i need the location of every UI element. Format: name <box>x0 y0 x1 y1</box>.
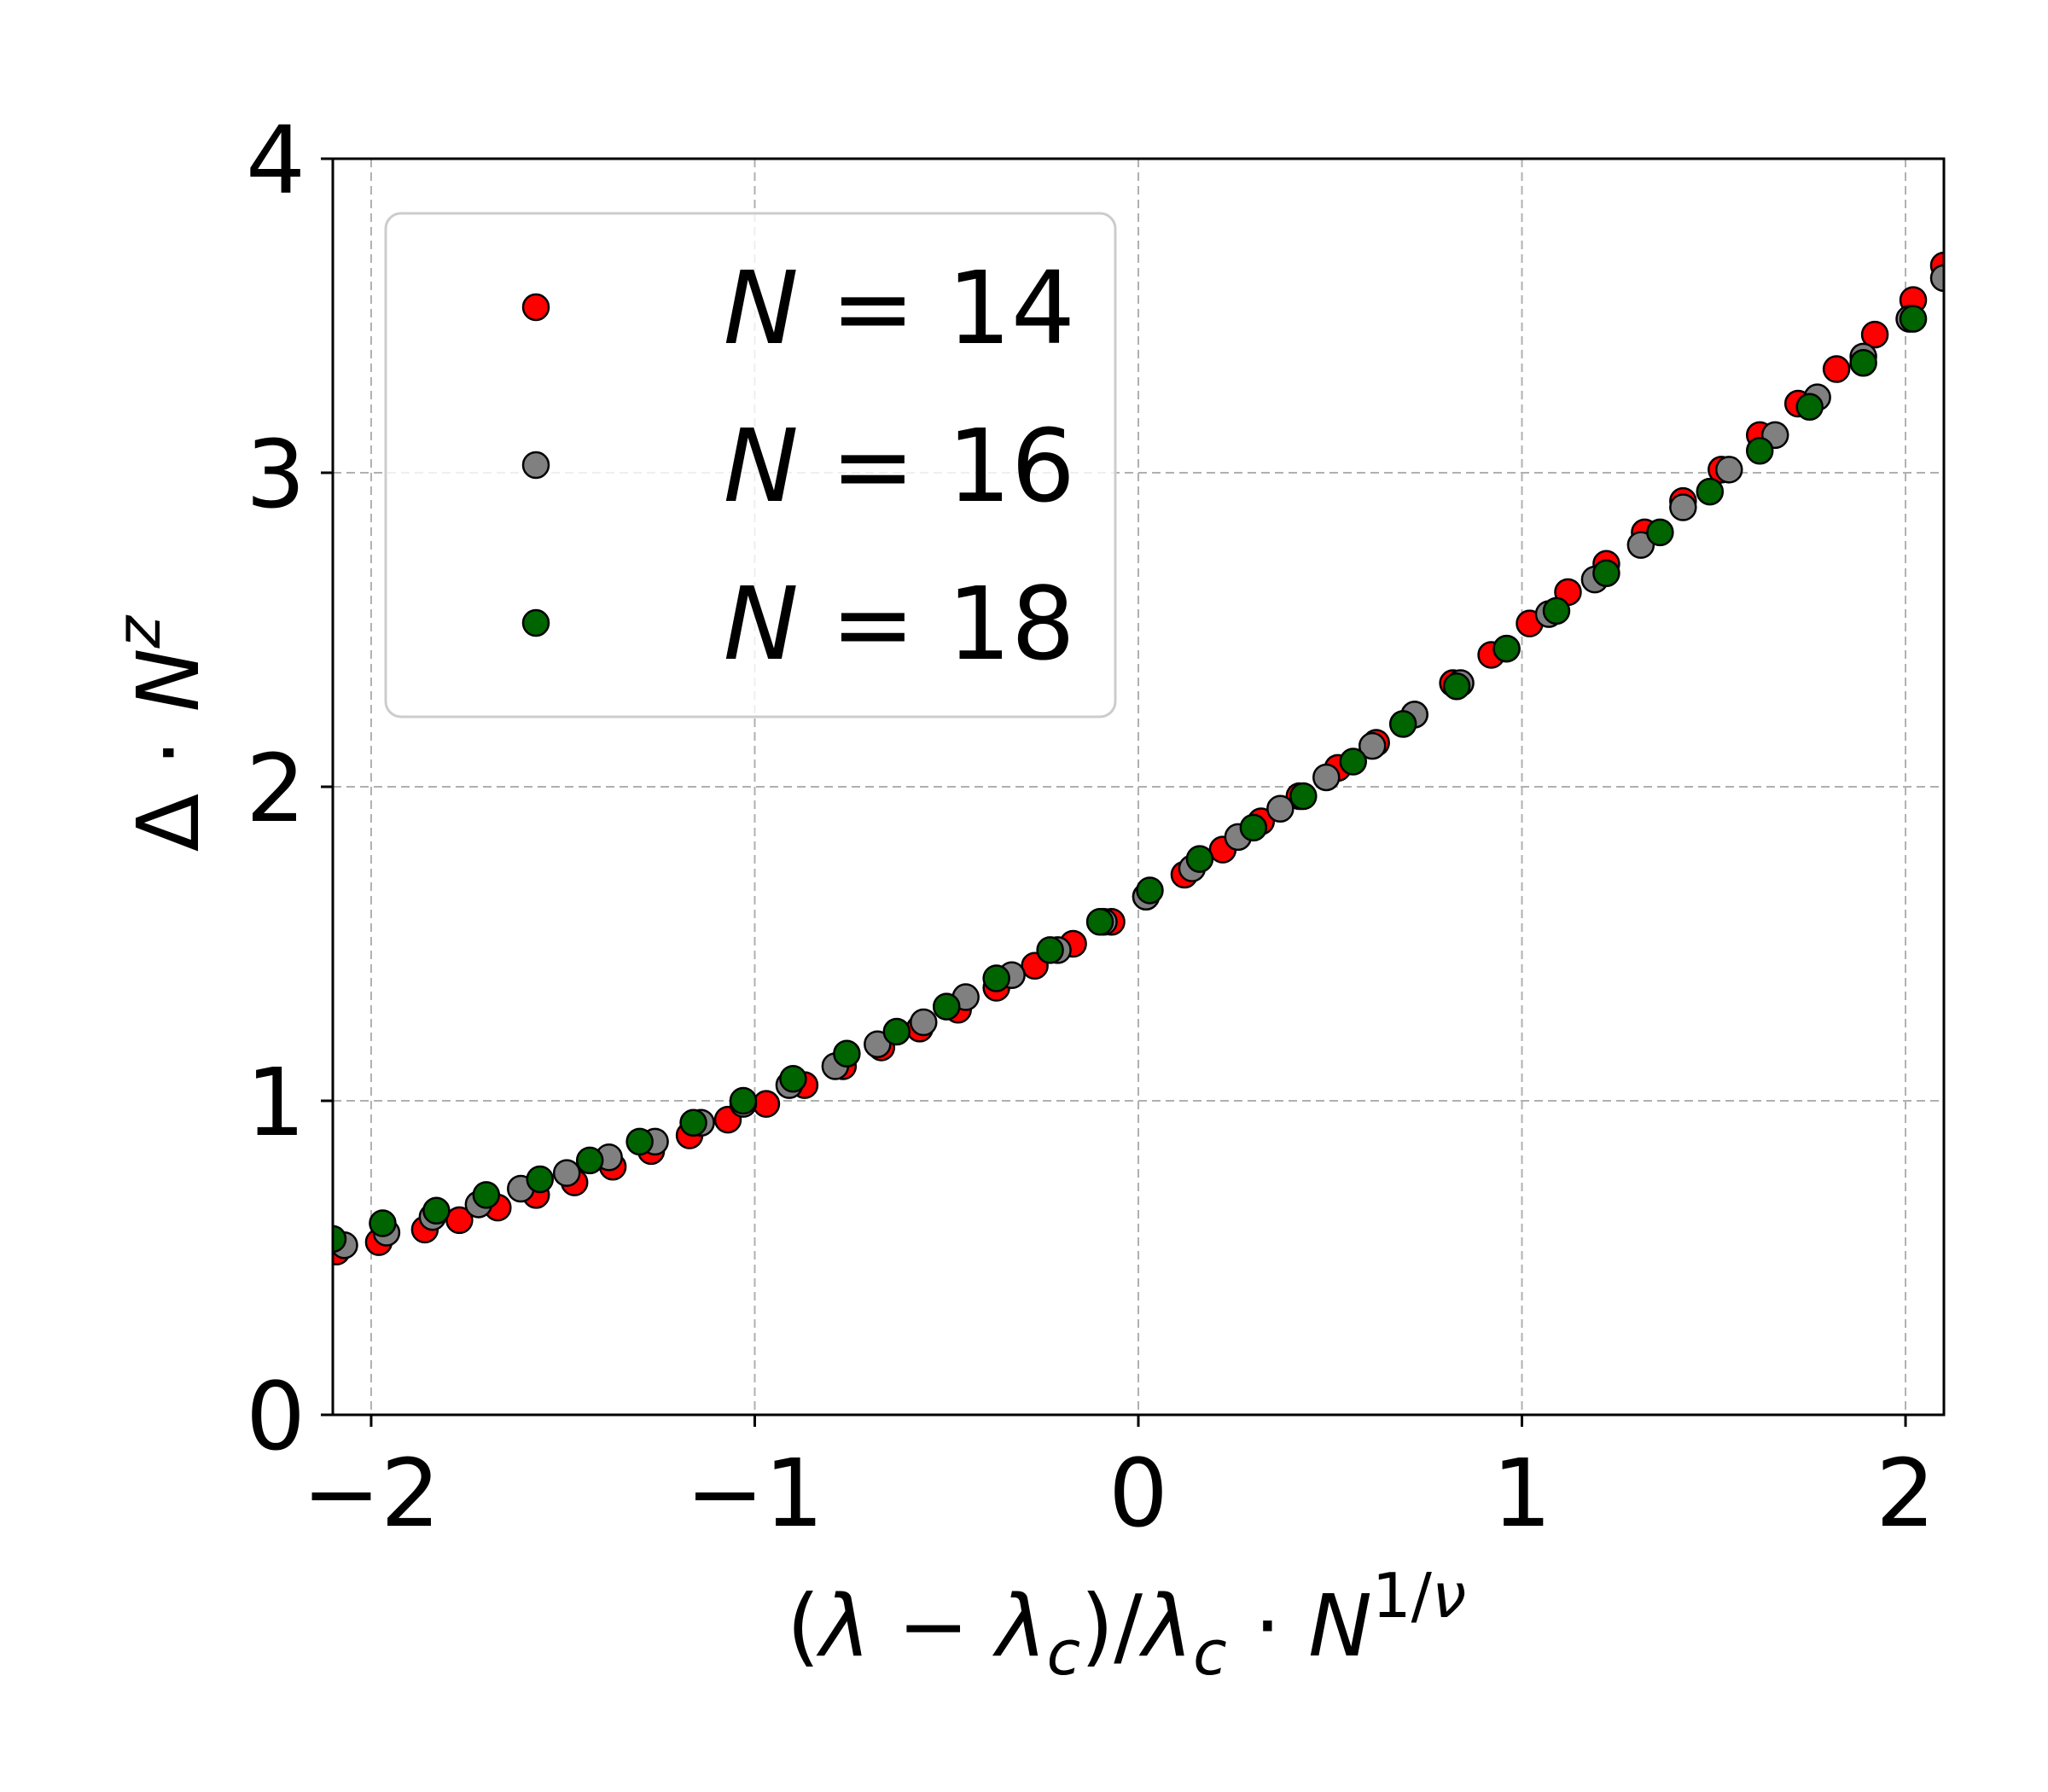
series-18 <box>333 305 1928 1254</box>
data-point <box>552 1159 581 1187</box>
legend-marker <box>521 608 550 637</box>
data-point <box>833 1039 861 1068</box>
data-point <box>445 1206 474 1235</box>
legend-marker <box>521 293 550 322</box>
data-point <box>1085 907 1114 936</box>
data-point <box>982 964 1010 992</box>
data-point <box>1136 876 1164 905</box>
x-tick-label: 2 <box>1876 1439 1935 1548</box>
data-point <box>1860 320 1889 349</box>
data-point <box>932 992 961 1021</box>
data-point <box>882 1017 911 1046</box>
legend-label: N = 16 <box>724 407 1075 525</box>
data-point <box>1239 813 1268 842</box>
legend-marker <box>521 451 550 480</box>
legend-label-variable: N <box>724 407 799 525</box>
legend: N = 14N = 16N = 18 <box>384 212 1117 719</box>
y-tick-label: 0 <box>246 1362 305 1471</box>
data-point <box>864 1030 892 1059</box>
data-point <box>1795 393 1824 421</box>
y-tick-label: 2 <box>246 734 305 843</box>
legend-label-variable: N <box>724 565 799 683</box>
data-point <box>526 1165 554 1194</box>
legend-label-value: = 18 <box>799 565 1075 683</box>
data-point <box>1899 305 1928 333</box>
data-point <box>1339 748 1367 776</box>
data-point <box>369 1209 397 1237</box>
x-tick-label: 1 <box>1492 1439 1552 1548</box>
data-point <box>1715 456 1743 484</box>
x-tick-label: 0 <box>1108 1439 1168 1548</box>
data-point <box>1185 845 1214 873</box>
data-point <box>625 1127 654 1156</box>
data-point <box>1745 436 1774 465</box>
data-point <box>910 1008 938 1037</box>
x-axis-label: (λ − λc)/λc · N1/ν <box>787 1560 1466 1689</box>
data-points <box>333 251 1944 1265</box>
data-point <box>779 1064 807 1093</box>
y-tick-label: 4 <box>246 106 305 215</box>
y-tick-label: 1 <box>246 1048 305 1157</box>
x-tick-label: −2 <box>302 1439 440 1548</box>
data-point <box>1542 596 1571 625</box>
y-axis-label: Δ · Nz <box>102 614 218 852</box>
data-point <box>1266 794 1295 823</box>
data-point <box>1646 518 1674 547</box>
legend-label-value: = 16 <box>799 407 1075 525</box>
data-point <box>1036 936 1064 964</box>
data-point <box>1312 763 1341 792</box>
data-point <box>729 1086 758 1115</box>
data-point <box>1442 672 1471 701</box>
legend-box <box>384 212 1117 719</box>
data-point <box>679 1108 707 1137</box>
data-point <box>1696 477 1725 506</box>
point-layer <box>333 251 1944 1265</box>
y-tick-label: 3 <box>246 420 305 529</box>
data-point <box>1289 782 1318 811</box>
data-point <box>752 1090 781 1118</box>
data-point <box>1492 634 1521 663</box>
x-tick-label: −1 <box>685 1439 823 1548</box>
data-point <box>422 1196 451 1225</box>
data-point <box>1849 348 1877 377</box>
legend-label: N = 14 <box>724 249 1075 367</box>
data-point <box>1592 559 1620 588</box>
data-point <box>575 1146 604 1175</box>
data-point <box>1669 493 1697 521</box>
data-point <box>1388 710 1417 738</box>
x-axis-ticks: −2 −1 0 1 2 <box>302 1415 1935 1548</box>
legend-label-value: = 14 <box>799 249 1075 367</box>
data-point <box>472 1181 501 1209</box>
data-point <box>1358 731 1387 760</box>
data-point <box>1929 264 1944 293</box>
data-point <box>1822 355 1851 383</box>
legend-label: N = 18 <box>724 565 1075 683</box>
y-axis-ticks: 0 1 2 3 4 <box>246 106 333 1471</box>
legend-label-variable: N <box>724 249 799 367</box>
data-point <box>1626 531 1655 559</box>
data-point <box>333 1225 347 1254</box>
